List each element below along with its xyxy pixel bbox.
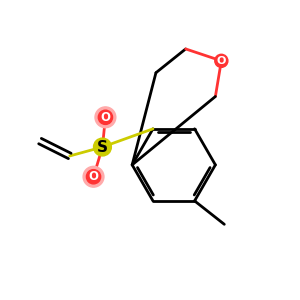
Circle shape [86,169,101,184]
Circle shape [83,166,104,187]
Circle shape [94,138,111,156]
Text: S: S [97,140,108,154]
Text: O: O [217,56,226,66]
Circle shape [95,107,116,128]
Circle shape [215,54,228,68]
Text: O: O [88,170,98,183]
Circle shape [98,110,112,124]
Text: O: O [100,111,110,124]
